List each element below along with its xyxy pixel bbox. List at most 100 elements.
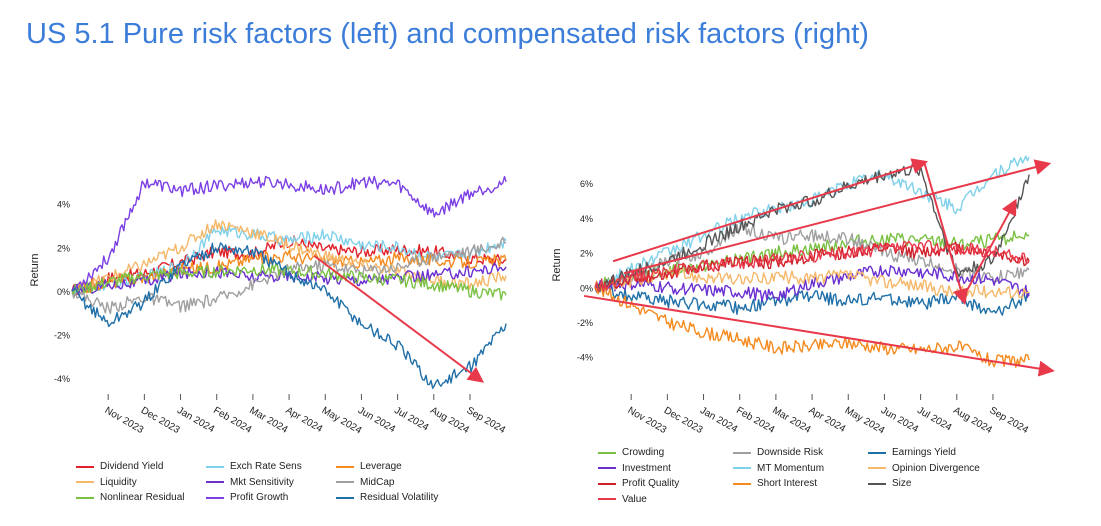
legend-item: Value xyxy=(598,494,647,505)
legend-label: MidCap xyxy=(360,476,395,488)
legend-item: Exch Rate Sens xyxy=(206,461,302,472)
legend-swatch xyxy=(733,482,751,485)
x-tick-label: Nov 2023 xyxy=(626,405,669,436)
x-tick-label: Jun 2024 xyxy=(879,405,921,435)
x-tick-label: Dec 2023 xyxy=(662,405,705,436)
legend-label: Crowding xyxy=(622,447,665,458)
y-tick-label: 2% xyxy=(57,243,70,253)
legend-swatch xyxy=(336,481,354,483)
legend-item: Size xyxy=(868,478,911,489)
legend-label: Leverage xyxy=(360,461,402,472)
trend-arrow xyxy=(963,198,1017,297)
series-line-mt-momentum xyxy=(594,155,1030,290)
y-tick-label: -4% xyxy=(577,353,593,363)
y-tick-label: -2% xyxy=(54,331,70,341)
x-tick-label: Mar 2024 xyxy=(247,405,289,436)
legend-label: Size xyxy=(892,478,912,489)
legend-item: Investment xyxy=(598,463,671,474)
legend-label: Earnings Yield xyxy=(892,447,956,458)
legend-item: Opinion Divergence xyxy=(868,463,980,474)
legend-item: MT Momentum xyxy=(733,463,824,474)
x-tick-label: Jan 2024 xyxy=(698,405,740,435)
legend-swatch xyxy=(206,496,224,499)
series-line-short-interest xyxy=(594,285,1030,368)
y-tick-label: 2% xyxy=(580,249,593,259)
legend-label: Exch Rate Sens xyxy=(230,461,302,472)
series-line-downside-risk xyxy=(594,220,1030,294)
trend-arrow xyxy=(612,158,929,263)
y-tick-label: 0% xyxy=(57,287,70,297)
y-tick-label: -4% xyxy=(54,374,70,384)
series-line-nonlinear-residual xyxy=(71,263,507,301)
legend-item: Crowding xyxy=(598,447,664,458)
x-tick-label: Sep 2024 xyxy=(987,405,1030,436)
legend-label: Liquidity xyxy=(100,476,137,488)
x-tick-label: Dec 2023 xyxy=(139,405,182,436)
legend-item: Short Interest xyxy=(733,478,817,489)
x-tick-label: May 2024 xyxy=(843,405,887,437)
x-tick-label: Apr 2024 xyxy=(807,405,848,435)
trend-arrow xyxy=(583,294,1055,377)
y-tick-label: 0% xyxy=(580,283,593,293)
legend-swatch xyxy=(868,482,886,485)
y-tick-label: 4% xyxy=(57,200,70,210)
legend-swatch xyxy=(76,496,94,499)
legend-item: Profit Quality xyxy=(598,478,679,489)
y-tick-label: 4% xyxy=(580,214,593,224)
x-tick-label: Feb 2024 xyxy=(211,405,253,436)
legend-item: Earnings Yield xyxy=(868,447,956,458)
y-axis-label: Return xyxy=(551,248,563,281)
legend-item: Profit Growth xyxy=(206,492,288,503)
x-tick-label: Feb 2024 xyxy=(734,405,776,436)
y-tick-label: -2% xyxy=(577,318,593,328)
legend-swatch xyxy=(336,496,354,499)
legend-item: MidCap xyxy=(336,477,394,488)
x-tick-label: Aug 2024 xyxy=(428,405,471,436)
legend-swatch xyxy=(868,467,886,469)
legend-swatch xyxy=(598,498,616,500)
legend-item: Mkt Sensitivity xyxy=(206,477,294,488)
series-line-residual-volatility xyxy=(71,242,507,389)
x-tick-label: Sep 2024 xyxy=(464,405,507,436)
trend-arrow xyxy=(923,162,969,305)
x-tick-label: Nov 2023 xyxy=(103,405,146,436)
page-title: US 5.1 Pure risk factors (left) and comp… xyxy=(26,18,869,50)
legend-swatch xyxy=(206,465,224,468)
legend-label: Residual Volatility xyxy=(360,492,439,503)
legend-swatch xyxy=(733,451,751,454)
trend-arrow xyxy=(623,159,1052,275)
legend-swatch xyxy=(733,467,751,469)
legend-item: Leverage xyxy=(336,461,402,472)
legend-swatch xyxy=(76,465,94,468)
legend-label: Nonlinear Residual xyxy=(100,492,185,503)
series-line-profit-growth xyxy=(71,175,507,292)
x-tick-label: Mar 2024 xyxy=(770,405,812,436)
legend-swatch xyxy=(598,467,616,469)
legend-swatch xyxy=(336,465,354,468)
legend-item: Downside Risk xyxy=(733,447,823,458)
x-tick-label: Apr 2024 xyxy=(284,405,325,435)
x-tick-label: May 2024 xyxy=(320,405,364,437)
legend-item: Liquidity xyxy=(76,477,137,488)
series-line-liquidity xyxy=(71,219,507,295)
x-tick-label: Jul 2024 xyxy=(392,405,431,434)
legend-label: Value xyxy=(622,493,647,505)
y-tick-label: 6% xyxy=(580,179,593,189)
legend-swatch xyxy=(868,451,886,454)
legend-label: Mkt Sensitivity xyxy=(230,476,294,488)
legend-label: Investment xyxy=(622,462,671,474)
legend-label: Dividend Yield xyxy=(100,461,164,472)
x-tick-label: Jul 2024 xyxy=(915,405,954,434)
legend-swatch xyxy=(598,482,616,485)
legend-label: Profit Quality xyxy=(622,478,680,489)
trend-arrow xyxy=(313,255,485,383)
legend-item: Dividend Yield xyxy=(76,461,163,472)
legend-label: Downside Risk xyxy=(757,447,824,458)
x-tick-label: Aug 2024 xyxy=(951,405,994,436)
legend-swatch xyxy=(598,451,616,454)
legend-label: Profit Growth xyxy=(230,492,289,503)
legend-item: Residual Volatility xyxy=(336,492,438,503)
